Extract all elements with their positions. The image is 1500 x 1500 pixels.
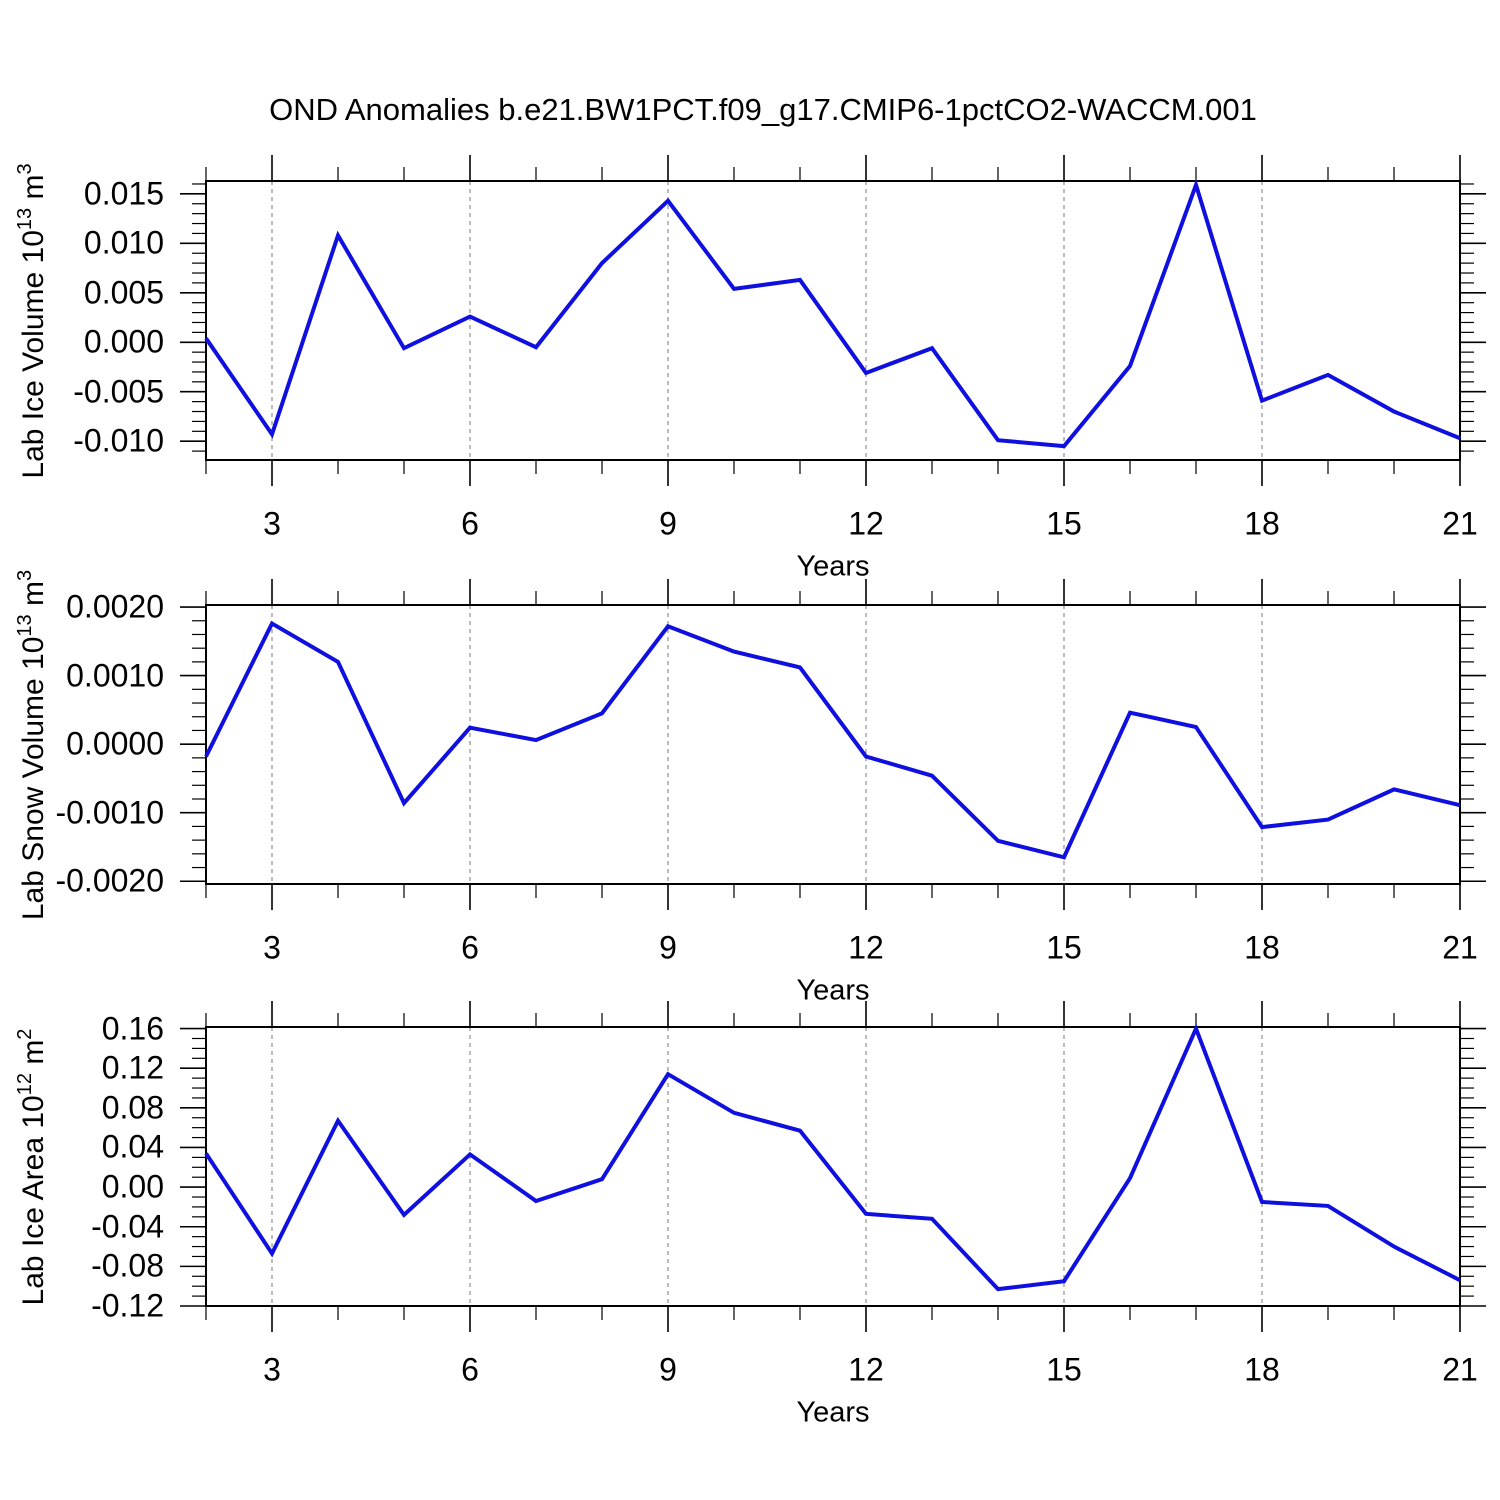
- panel-frame: [205, 1026, 1461, 1307]
- line-series-lab-snow-volume: [204, 620, 1461, 860]
- y-tick-label: -0.0010: [55, 794, 164, 831]
- y-tick-label: 0.015: [83, 175, 164, 212]
- x-tick-label: 6: [461, 505, 479, 542]
- superscript: 2: [14, 1028, 36, 1040]
- y-axis-title-text: m: [17, 174, 50, 208]
- y-axis-title-text: Lab Snow Volume 10: [17, 636, 50, 920]
- y-axis-title: Lab Ice Volume 1013 m3: [14, 162, 51, 479]
- superscript: 3: [14, 569, 36, 581]
- line-series-lab-ice-volume: [204, 178, 1461, 449]
- x-tick-label: 15: [1046, 929, 1082, 966]
- x-axis-title: Years: [796, 550, 870, 583]
- figure-title: OND Anomalies b.e21.BW1PCT.f09_g17.CMIP6…: [269, 92, 1257, 127]
- superscript: 13: [14, 207, 36, 230]
- x-tick-label: 3: [263, 929, 281, 966]
- panel-frame: [205, 604, 1461, 885]
- y-tick-label: -0.010: [73, 422, 164, 459]
- x-tick-label: 18: [1244, 929, 1280, 966]
- x-tick-label: 15: [1046, 505, 1082, 542]
- y-tick-label: 0.0000: [66, 725, 164, 762]
- x-tick-label: 18: [1244, 505, 1280, 542]
- y-axis-title-text: m: [17, 1039, 50, 1073]
- x-tick-label: 9: [659, 929, 677, 966]
- x-tick-label: 3: [263, 505, 281, 542]
- y-tick-label: -0.04: [91, 1208, 164, 1245]
- x-tick-label: 15: [1046, 1351, 1082, 1388]
- x-tick-label: 6: [461, 1351, 479, 1388]
- superscript: 13: [14, 613, 36, 637]
- y-tick-label: 0.16: [101, 1010, 164, 1047]
- y-tick-label: 0.005: [83, 274, 164, 311]
- superscript: 12: [14, 1072, 36, 1095]
- y-tick-label: -0.08: [91, 1247, 164, 1284]
- x-tick-label: 9: [659, 505, 677, 542]
- superscript: 3: [14, 162, 36, 175]
- y-axis-title-text: Lab Ice Area 10: [17, 1094, 50, 1305]
- y-tick-label: 0.000: [83, 323, 164, 360]
- x-tick-label: 12: [848, 1351, 884, 1388]
- y-tick-label: -0.0020: [55, 862, 164, 899]
- x-tick-label: 12: [848, 929, 884, 966]
- x-tick-label: 9: [659, 1351, 677, 1388]
- y-tick-label: 0.04: [101, 1128, 164, 1165]
- x-tick-label: 6: [461, 929, 479, 966]
- x-axis-title: Years: [796, 1396, 870, 1429]
- y-tick-label: 0.12: [101, 1049, 164, 1086]
- x-tick-label: 12: [848, 505, 884, 542]
- y-axis-title: Lab Ice Area 1012 m2: [14, 1028, 51, 1305]
- y-axis-title-text: m: [17, 580, 50, 614]
- y-tick-label: -0.12: [91, 1287, 164, 1324]
- y-tick-label: 0.010: [83, 224, 164, 261]
- y-tick-label: 0.0020: [66, 588, 164, 625]
- x-tick-label: 21: [1442, 1351, 1478, 1388]
- y-tick-label: 0.00: [101, 1168, 164, 1205]
- y-axis-title-text: Lab Ice Volume 10: [17, 229, 50, 479]
- y-tick-label: 0.08: [101, 1089, 164, 1126]
- y-tick-label: 0.0010: [66, 657, 164, 694]
- line-series-lab-ice-area: [204, 1023, 1461, 1292]
- panel-frame: [205, 180, 1461, 461]
- x-tick-label: 18: [1244, 1351, 1280, 1388]
- y-axis-title: Lab Snow Volume 1013 m3: [14, 569, 51, 920]
- x-tick-label: 3: [263, 1351, 281, 1388]
- x-tick-label: 21: [1442, 929, 1478, 966]
- y-tick-label: -0.005: [73, 373, 164, 410]
- x-tick-label: 21: [1442, 505, 1478, 542]
- x-axis-title: Years: [796, 974, 870, 1007]
